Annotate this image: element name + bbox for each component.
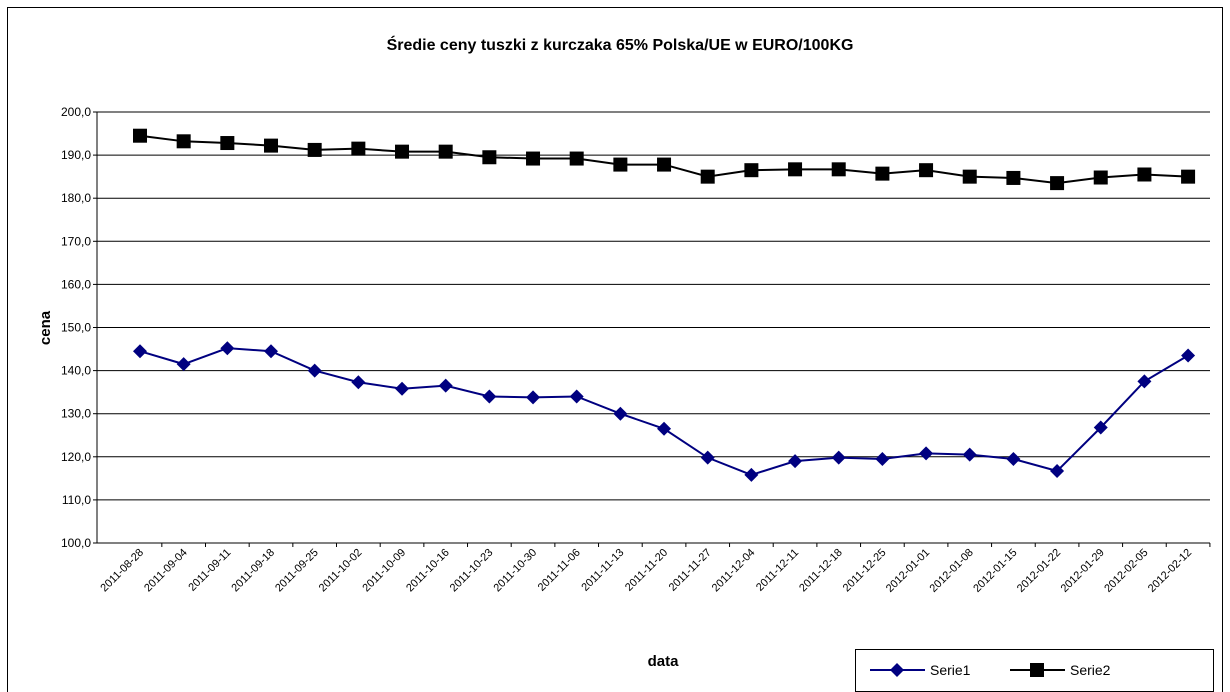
data-point [438, 144, 453, 159]
data-point [264, 344, 279, 359]
data-point [788, 162, 803, 177]
data-point [176, 357, 191, 372]
data-point [526, 151, 541, 166]
data-point [307, 142, 322, 157]
chart-title: Średie ceny tuszki z kurczaka 65% Polska… [387, 35, 854, 54]
y-tick-label: 170,0 [61, 234, 91, 248]
data-point [700, 169, 715, 184]
data-point [264, 138, 279, 153]
data-point [307, 363, 322, 378]
legend-label: Serie1 [930, 662, 971, 678]
data-point [176, 134, 191, 149]
data-point [1050, 176, 1065, 191]
data-point [788, 454, 803, 469]
data-point [962, 447, 977, 462]
x-axis-label: data [648, 653, 680, 670]
data-point [1137, 374, 1152, 389]
data-point [1093, 170, 1108, 185]
data-point [220, 136, 235, 151]
data-point [351, 375, 366, 390]
y-tick-label: 160,0 [61, 277, 91, 291]
data-point [875, 166, 890, 181]
data-point [569, 389, 584, 404]
data-point [351, 141, 366, 156]
chart-border [7, 7, 1223, 692]
y-tick-label: 190,0 [61, 148, 91, 162]
y-tick-label: 110,0 [62, 493, 91, 507]
data-point [133, 128, 147, 143]
data-point [744, 163, 759, 178]
data-point [831, 162, 846, 177]
data-point [482, 389, 497, 404]
y-axis-label: cena [37, 310, 54, 345]
data-point [831, 450, 846, 465]
data-point [569, 151, 584, 166]
data-point [1006, 451, 1021, 466]
y-tick-label: 200,0 [61, 105, 91, 119]
data-point [1006, 170, 1021, 185]
legend-label: Serie2 [1070, 662, 1111, 678]
data-point [875, 451, 890, 466]
y-tick-label: 180,0 [61, 191, 91, 205]
data-point [395, 144, 410, 159]
y-tick-label: 100,0 [61, 536, 91, 550]
legend-marker [890, 663, 904, 677]
data-point [526, 390, 541, 405]
y-tick-label: 150,0 [61, 321, 91, 335]
data-point [1137, 167, 1152, 182]
data-point [482, 150, 497, 165]
data-point [1093, 420, 1108, 435]
data-point [220, 341, 235, 356]
data-point [1181, 348, 1196, 363]
y-tick-label: 130,0 [61, 407, 91, 421]
data-point [919, 446, 934, 461]
data-point [744, 467, 759, 482]
data-point [395, 381, 410, 396]
y-tick-label: 120,0 [61, 450, 91, 464]
data-point [919, 163, 934, 178]
data-point [133, 344, 147, 359]
data-point [700, 450, 715, 465]
data-point [657, 157, 672, 172]
data-point [1181, 169, 1196, 184]
data-point [1050, 464, 1065, 479]
data-point [613, 157, 628, 172]
data-point [657, 421, 672, 436]
data-point [438, 378, 453, 393]
data-point [962, 169, 977, 184]
data-point [613, 406, 628, 421]
y-tick-label: 140,0 [61, 364, 91, 378]
legend-marker [1030, 663, 1044, 677]
